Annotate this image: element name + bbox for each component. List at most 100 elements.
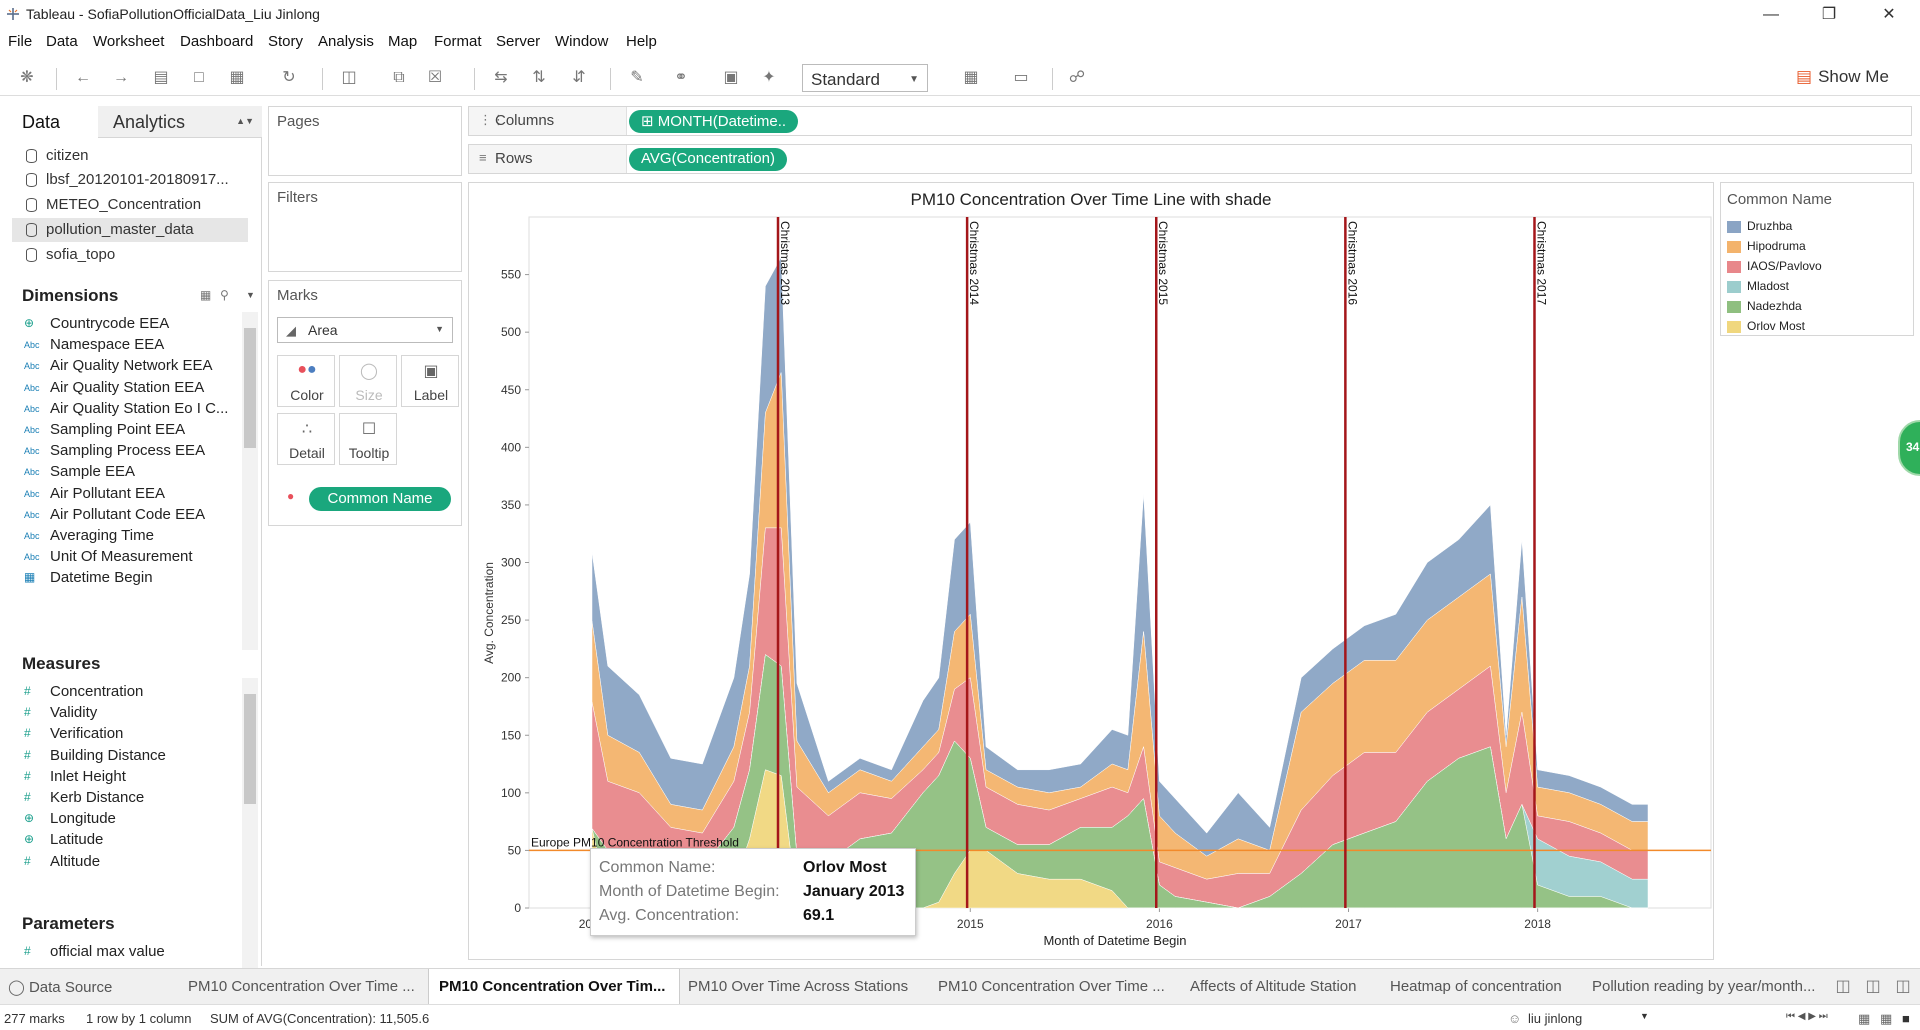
field-item[interactable]: Abc Sampling Point EEA <box>22 420 232 442</box>
close-button[interactable]: ✕ <box>1882 6 1896 23</box>
group-members-icon[interactable]: ⚭ <box>674 69 688 86</box>
marks-color-button[interactable]: ●● Color <box>277 355 335 407</box>
menu-worksheet[interactable]: Worksheet <box>93 33 165 50</box>
menu-server[interactable]: Server <box>496 33 541 50</box>
clear-sheet-icon[interactable]: ☒ <box>427 69 443 86</box>
new-worksheet-icon[interactable]: ◫ <box>341 69 357 86</box>
area-orlov-most[interactable] <box>591 769 1648 909</box>
tab-data[interactable]: Data <box>0 106 98 138</box>
menu-format[interactable]: Format <box>434 33 482 50</box>
field-item[interactable]: Abc Unit Of Measurement <box>22 547 232 569</box>
presentation-mode-icon[interactable]: ▭ <box>1013 69 1029 86</box>
marks-size-button[interactable]: ◯ Size <box>339 355 397 407</box>
share-icon[interactable]: ☍ <box>1068 69 1086 86</box>
save-icon[interactable]: ▤ <box>153 69 169 86</box>
datasource-item[interactable]: citizen <box>12 144 248 168</box>
field-item[interactable]: # Building Distance <box>22 746 232 768</box>
user-name[interactable]: liu jinlong <box>1528 1011 1583 1026</box>
scroll-thumb[interactable] <box>244 694 256 804</box>
sheet-tab[interactable]: PM10 Concentration Over Time ... <box>938 978 1165 995</box>
sheet-navigation-icons[interactable]: ⏮ ◀ ▶ ⏭ <box>1786 1011 1828 1022</box>
field-item[interactable]: # Inlet Height <box>22 767 232 789</box>
common-name-color-pill[interactable]: Common Name <box>309 487 451 511</box>
pause-updates-icon[interactable]: ▦ <box>229 69 245 86</box>
sheet-tab[interactable]: Pollution reading by year/month... <box>1592 978 1816 995</box>
film-strip-icon[interactable]: ▦ <box>1858 1011 1871 1026</box>
sheet-tab-active[interactable]: PM10 Concentration Over Tim... <box>428 969 680 1004</box>
fix-axes-icon[interactable]: ✦ <box>762 69 776 86</box>
duplicate-sheet-icon[interactable]: ⧉ <box>393 69 405 86</box>
search-icon[interactable]: ⚲ <box>220 288 229 302</box>
floating-badge[interactable]: 34 <box>1898 420 1920 476</box>
marks-label-button[interactable]: ▣ Label <box>401 355 459 407</box>
scroll-thumb[interactable] <box>244 328 256 448</box>
columns-pill[interactable]: ⊞ MONTH(Datetime.. <box>629 110 799 133</box>
menu-data[interactable]: Data <box>46 33 78 50</box>
field-item[interactable]: # Altitude <box>22 852 232 874</box>
grid-view-icon[interactable]: ▦ <box>200 288 212 302</box>
redo-icon[interactable]: → <box>113 69 129 86</box>
new-dashboard-icon[interactable]: ◫ <box>1865 978 1881 995</box>
undo-icon[interactable]: ← <box>75 69 91 86</box>
fit-mode-select[interactable]: Standard ▼ <box>802 64 928 92</box>
area-chart[interactable]: PM10 Concentration Over Time Line with s… <box>469 183 1713 959</box>
show-mark-labels-icon[interactable]: ▣ <box>723 69 739 86</box>
sheet-tab[interactable]: PM10 Concentration Over Time ... <box>188 978 415 995</box>
menu-analysis[interactable]: Analysis <box>318 33 374 50</box>
color-legend[interactable]: Common Name Druzhba Hipodruma IAOS/Pavlovo… <box>1720 182 1914 336</box>
datasource-item-selected[interactable]: pollution_master_data <box>12 218 248 242</box>
new-story-icon[interactable]: ◫ <box>1895 978 1911 995</box>
field-item[interactable]: Abc Sampling Process EEA <box>22 441 232 463</box>
tab-data-source[interactable]: ◯ Data Source <box>8 979 113 996</box>
columns-shelf[interactable]: ⋮⋮ Columns ⊞ MONTH(Datetime.. <box>468 106 1912 136</box>
filters-card[interactable]: Filters <box>268 182 462 272</box>
field-item[interactable]: Abc Air Pollutant Code EEA <box>22 505 232 527</box>
menu-help[interactable]: Help <box>626 33 657 50</box>
field-item[interactable]: Abc Air Quality Station EEA <box>22 378 232 400</box>
field-item[interactable]: Abc Air Quality Network EEA <box>22 356 232 378</box>
new-datasource-icon[interactable]: □ <box>194 69 204 86</box>
sheet-tab[interactable]: Affects of Altitude Station <box>1190 978 1357 995</box>
measures-scrollbar[interactable] <box>242 678 258 1012</box>
field-item[interactable]: # official max value <box>22 942 232 964</box>
pages-card[interactable]: Pages <box>268 106 462 176</box>
swap-rows-columns-icon[interactable]: ⇆ <box>494 69 508 86</box>
mark-type-select[interactable]: ◢ Area ▼ <box>277 317 453 343</box>
worksheet-view[interactable]: PM10 Concentration Over Time Line with s… <box>468 182 1714 960</box>
field-item[interactable]: Abc Averaging Time <box>22 526 232 548</box>
tableau-home-icon[interactable]: ❋ <box>20 69 34 86</box>
rows-shelf[interactable]: ≡ Rows AVG(Concentration) <box>468 144 1912 174</box>
datasource-item[interactable]: sofia_topo <box>12 243 248 267</box>
field-item[interactable]: Abc Namespace EEA <box>22 335 232 357</box>
menu-file[interactable]: File <box>8 33 33 50</box>
menu-window[interactable]: Window <box>555 33 609 50</box>
restore-button[interactable]: ❐ <box>1821 6 1837 23</box>
field-item[interactable]: Abc Sample EEA <box>22 462 232 484</box>
menu-story[interactable]: Story <box>268 33 304 50</box>
field-item[interactable]: ⊕ Countrycode EEA <box>22 314 232 336</box>
new-worksheet-icon[interactable]: ◫ <box>1835 978 1851 995</box>
grid-icon[interactable]: ▦ <box>1880 1011 1893 1026</box>
marks-tooltip-button[interactable]: ☐ Tooltip <box>339 413 397 465</box>
area-series[interactable] <box>591 256 1649 909</box>
rows-pill[interactable]: AVG(Concentration) <box>629 148 787 171</box>
menu-dashboard[interactable]: Dashboard <box>180 33 254 50</box>
highlight-icon[interactable]: ✎ <box>630 69 644 86</box>
tabs-icon[interactable]: ■ <box>1902 1011 1910 1026</box>
field-item[interactable]: # Verification <box>22 724 232 746</box>
dimensions-scrollbar[interactable] <box>242 312 258 650</box>
datasource-item[interactable]: METEO_Concentration <box>12 193 248 217</box>
refresh-icon[interactable]: ↻ <box>282 69 296 86</box>
field-item[interactable]: Abc Air Pollutant EEA <box>22 484 232 506</box>
sort-ascending-icon[interactable]: ⇅ <box>532 69 546 86</box>
field-item[interactable]: # Concentration <box>22 682 232 704</box>
field-item[interactable]: # Validity <box>22 703 232 725</box>
show-cards-icon[interactable]: ▦ <box>963 69 979 86</box>
chevron-down-icon[interactable]: ▼ <box>246 290 255 300</box>
field-item[interactable]: ⊕ Latitude <box>22 830 232 852</box>
minimize-button[interactable]: — <box>1763 6 1779 23</box>
field-item[interactable]: ▦ Datetime Begin <box>22 568 232 590</box>
menu-map[interactable]: Map <box>388 33 418 50</box>
datasource-item[interactable]: lbsf_20120101-20180917... <box>12 168 248 192</box>
field-item[interactable]: ⊕ Longitude <box>22 809 232 831</box>
